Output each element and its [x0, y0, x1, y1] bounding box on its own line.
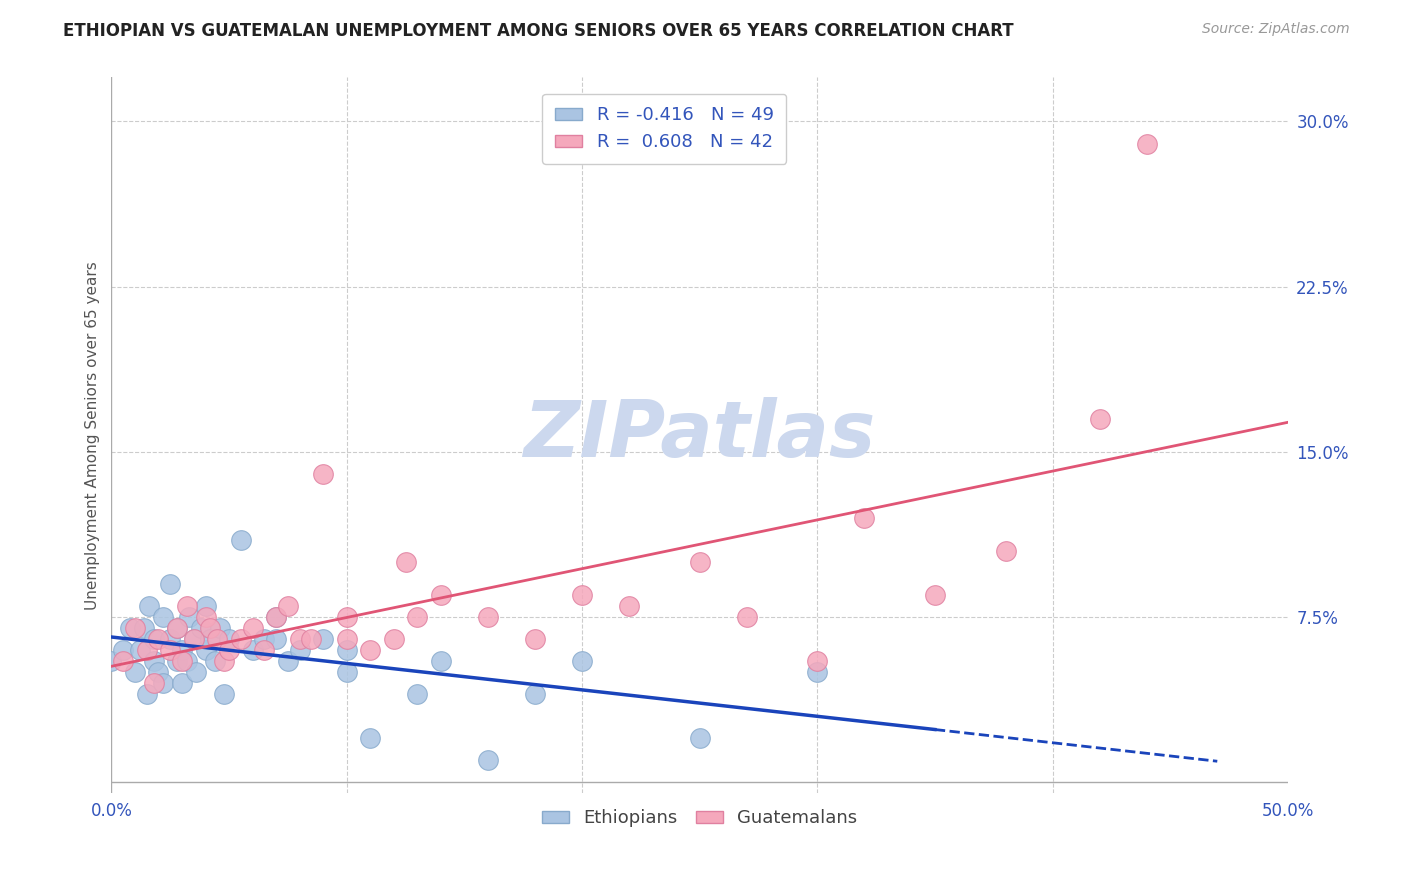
Point [430, 588, 453, 602]
Point [359, 643, 381, 657]
Point [159, 643, 181, 657]
Point [148, 665, 170, 680]
Point [200, 621, 222, 635]
Point [477, 753, 499, 767]
Point [204, 654, 226, 668]
Point [142, 654, 165, 668]
Point [571, 654, 593, 668]
Point [152, 676, 174, 690]
Point [689, 555, 711, 569]
Text: ZIPatlas: ZIPatlas [523, 398, 876, 474]
Point [242, 621, 264, 635]
Point [394, 555, 416, 569]
Point [100, 654, 122, 668]
Point [218, 632, 240, 647]
Point [124, 665, 146, 680]
Point [176, 599, 198, 613]
Point [1136, 136, 1159, 151]
Point [135, 643, 157, 657]
Point [214, 654, 236, 668]
Point [312, 632, 335, 647]
Point [128, 643, 150, 657]
Point [806, 665, 828, 680]
Point [214, 687, 236, 701]
Point [336, 632, 359, 647]
Point [253, 643, 276, 657]
Point [359, 731, 381, 746]
Point [142, 632, 165, 647]
Point [183, 632, 205, 647]
Point [142, 676, 165, 690]
Point [166, 654, 188, 668]
Text: ETHIOPIAN VS GUATEMALAN UNEMPLOYMENT AMONG SENIORS OVER 65 YEARS CORRELATION CHA: ETHIOPIAN VS GUATEMALAN UNEMPLOYMENT AMO… [63, 22, 1014, 40]
Point [183, 632, 205, 647]
Point [430, 654, 453, 668]
Point [1088, 412, 1111, 426]
Point [253, 632, 276, 647]
Point [277, 654, 299, 668]
Point [264, 632, 287, 647]
Point [152, 610, 174, 624]
Point [994, 544, 1017, 558]
Point [523, 632, 546, 647]
Point [170, 676, 193, 690]
Point [184, 665, 207, 680]
Point [617, 599, 640, 613]
Point [112, 654, 135, 668]
Point [336, 610, 359, 624]
Point [264, 610, 287, 624]
Text: Source: ZipAtlas.com: Source: ZipAtlas.com [1202, 22, 1350, 37]
Point [194, 610, 217, 624]
Point [170, 654, 193, 668]
Point [208, 621, 231, 635]
Point [229, 632, 252, 647]
Point [170, 643, 193, 657]
Point [406, 687, 429, 701]
Y-axis label: Unemployment Among Seniors over 65 years: Unemployment Among Seniors over 65 years [86, 261, 100, 610]
Point [312, 467, 335, 481]
Point [200, 632, 222, 647]
Point [288, 643, 311, 657]
Point [134, 621, 156, 635]
Point [124, 621, 146, 635]
Point [166, 621, 188, 635]
Point [924, 588, 946, 602]
Point [138, 599, 160, 613]
Point [112, 643, 135, 657]
Point [571, 588, 593, 602]
Point [159, 577, 181, 591]
Point [159, 632, 181, 647]
Point [382, 632, 405, 647]
Point [806, 654, 828, 668]
Point [166, 621, 188, 635]
Point [242, 643, 264, 657]
Point [194, 643, 217, 657]
Point [218, 643, 240, 657]
Point [853, 511, 876, 525]
Point [135, 687, 157, 701]
Point [336, 665, 359, 680]
Point [277, 599, 299, 613]
Point [177, 610, 200, 624]
Point [406, 610, 429, 624]
Point [689, 731, 711, 746]
Point [477, 610, 499, 624]
Point [148, 632, 170, 647]
Legend: Ethiopians, Guatemalans: Ethiopians, Guatemalans [534, 802, 865, 834]
Point [207, 632, 229, 647]
Point [176, 654, 198, 668]
Point [190, 621, 212, 635]
Point [194, 599, 217, 613]
Point [523, 687, 546, 701]
Point [288, 632, 311, 647]
Point [229, 533, 252, 547]
Point [264, 610, 287, 624]
Point [120, 621, 142, 635]
Point [336, 643, 359, 657]
Point [735, 610, 758, 624]
Point [299, 632, 322, 647]
